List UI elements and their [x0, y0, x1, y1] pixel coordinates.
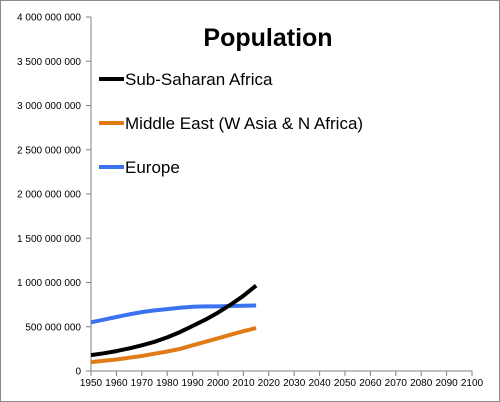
- x-tick-label: 1990: [181, 378, 204, 389]
- x-tick-label: 2000: [207, 378, 230, 389]
- x-tick-label: 2100: [461, 378, 484, 389]
- x-tick-label: 1960: [105, 378, 128, 389]
- series-line-sub-saharan-africa: [90, 284, 258, 358]
- series-line-europe: [90, 303, 257, 325]
- y-axis: 0 500 000 000 1 000 000 000 1 500 000 000 2 …: [17, 13, 92, 378]
- x-tick-label: 1950: [80, 378, 103, 389]
- chart-title: Population: [203, 24, 332, 52]
- x-tick-label: 2040: [308, 378, 331, 389]
- x-tick-label: 2050: [334, 378, 357, 389]
- y-tick-label: 3 500 000 000: [17, 57, 81, 68]
- x-axis: 1950 1960 1970 1980 1990 2000 2010 2020 2030 2040…: [80, 370, 484, 389]
- legend-label: Middle East (W Asia & N Africa): [125, 114, 363, 133]
- y-tick-label: 3 000 000 000: [17, 101, 81, 112]
- legend-label: Sub-Saharan Africa: [125, 70, 273, 89]
- x-tick-label: 2010: [232, 378, 255, 389]
- y-tick-label: 2 000 000 000: [17, 190, 81, 201]
- y-tick-label: 1 000 000 000: [17, 278, 81, 289]
- y-tick-label: 0: [75, 367, 81, 378]
- x-tick-label: 1970: [131, 378, 154, 389]
- x-tick-label: 2070: [385, 378, 408, 389]
- x-tick-label: 2090: [435, 378, 458, 389]
- y-tick-label: 1 500 000 000: [17, 234, 81, 245]
- y-tick-label: 4 000 000 000: [17, 13, 81, 24]
- series-line-middle-east-w-asia-n-africa: [90, 326, 257, 365]
- series-lines: [90, 284, 258, 365]
- x-tick-label: 2080: [410, 378, 433, 389]
- x-tick-label: 1980: [156, 378, 179, 389]
- x-tick-label: 2020: [258, 378, 281, 389]
- legend: Sub-Saharan Africa Middle East (W Asia & …: [99, 70, 363, 177]
- y-tick-label: 500 000 000: [25, 322, 81, 333]
- legend-label: Europe: [125, 158, 180, 177]
- x-tick-label: 2060: [359, 378, 382, 389]
- y-tick-label: 2 500 000 000: [17, 145, 81, 156]
- x-tick-label: 2030: [283, 378, 306, 389]
